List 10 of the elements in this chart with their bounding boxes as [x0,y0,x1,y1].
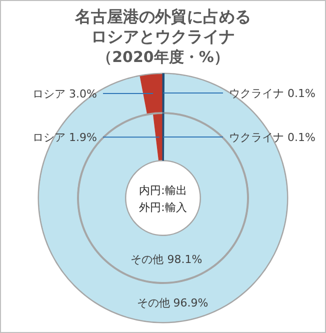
chart-title: 名古屋港の外貿に占めるロシアとウクライナ [74,7,251,46]
slice-label: ロシア 1.9% [32,131,97,144]
text: 外円:輸入 [139,201,187,214]
text: 内円:輸出 [139,184,187,197]
slice-label: その他 98.1% [130,252,202,266]
chart-subtitle: （2020年度・%） [97,48,229,66]
slice-label: ウクライナ 0.1% [229,131,316,144]
slice-label: ロシア 3.0% [32,87,97,100]
slice-label: その他 96.9% [136,296,208,310]
slice-label: ウクライナ 0.1% [229,87,316,100]
